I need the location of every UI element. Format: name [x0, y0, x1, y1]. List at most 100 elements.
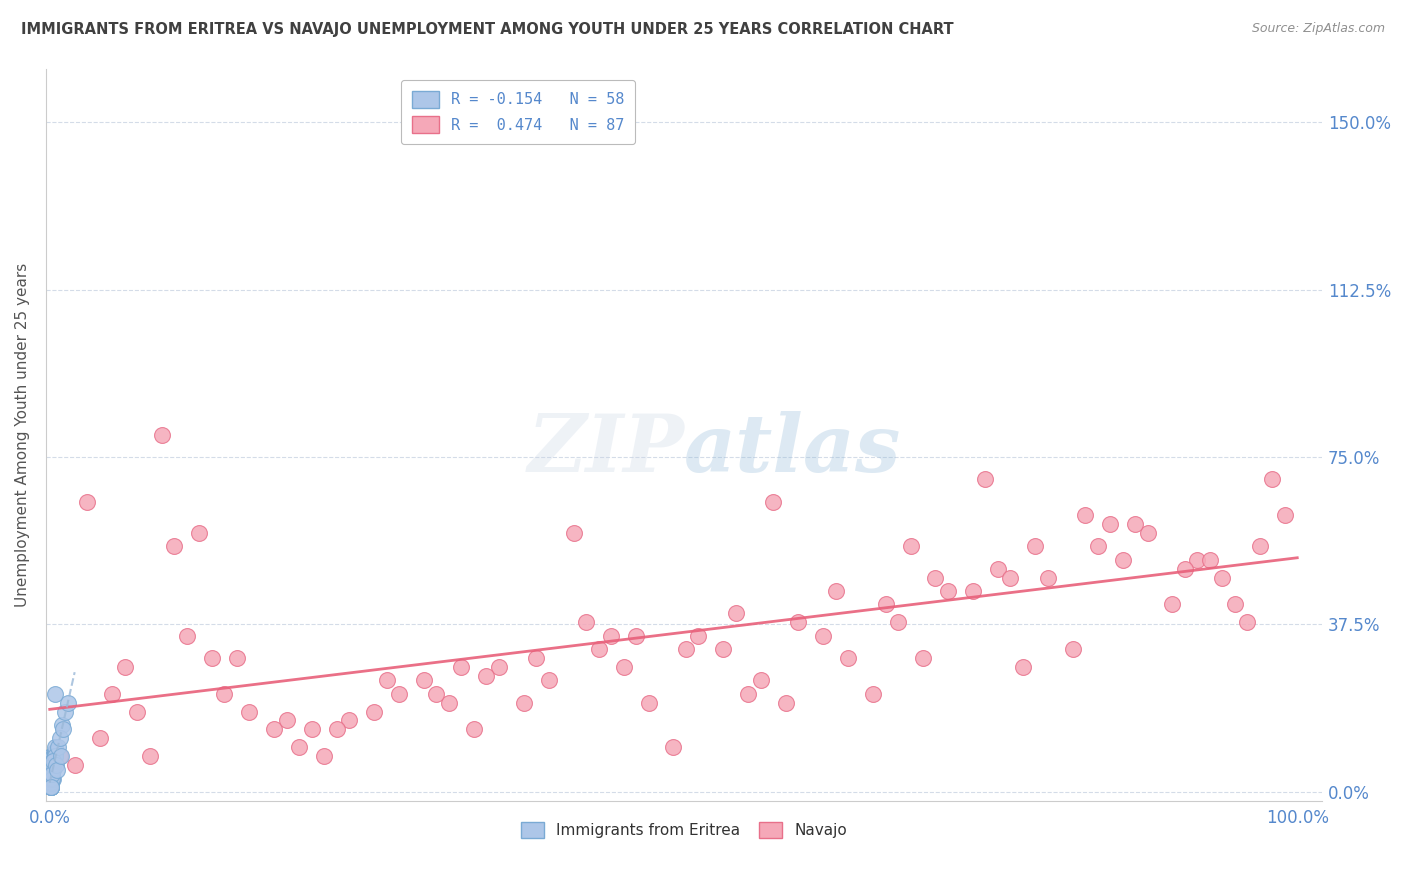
Point — [39, 776, 62, 790]
Point — [488, 660, 510, 674]
Point — [425, 687, 447, 701]
Point — [1274, 508, 1296, 522]
Point — [125, 705, 148, 719]
Point — [42, 758, 65, 772]
Point — [39, 780, 62, 795]
Point — [1249, 539, 1271, 553]
Point — [875, 598, 897, 612]
Point — [1123, 516, 1146, 531]
Point — [1211, 571, 1233, 585]
Point — [76, 494, 98, 508]
Point — [1099, 516, 1122, 531]
Point — [42, 749, 65, 764]
Point — [1187, 553, 1209, 567]
Point — [42, 754, 65, 768]
Point — [837, 651, 859, 665]
Point — [201, 651, 224, 665]
Point — [337, 714, 360, 728]
Point — [662, 740, 685, 755]
Point — [911, 651, 934, 665]
Legend: Immigrants from Eritrea, Navajo: Immigrants from Eritrea, Navajo — [515, 816, 853, 845]
Point — [1161, 598, 1184, 612]
Point — [42, 772, 65, 786]
Point — [39, 780, 62, 795]
Point — [44, 687, 66, 701]
Point — [39, 776, 62, 790]
Point — [613, 660, 636, 674]
Point — [1011, 660, 1033, 674]
Point — [44, 745, 66, 759]
Point — [41, 767, 63, 781]
Point — [176, 629, 198, 643]
Point — [42, 754, 65, 768]
Point — [45, 758, 67, 772]
Point — [42, 754, 65, 768]
Y-axis label: Unemployment Among Youth under 25 years: Unemployment Among Youth under 25 years — [15, 262, 30, 607]
Point — [637, 696, 659, 710]
Point — [41, 763, 63, 777]
Point — [1087, 539, 1109, 553]
Point — [437, 696, 460, 710]
Point — [52, 723, 75, 737]
Point — [624, 629, 647, 643]
Point — [39, 767, 62, 781]
Point — [39, 772, 62, 786]
Point — [49, 749, 72, 764]
Point — [89, 731, 111, 746]
Point — [44, 749, 66, 764]
Point — [775, 696, 797, 710]
Point — [787, 615, 810, 630]
Point — [39, 776, 62, 790]
Point — [375, 673, 398, 688]
Point — [974, 472, 997, 486]
Point — [1236, 615, 1258, 630]
Point — [575, 615, 598, 630]
Point — [39, 780, 62, 795]
Point — [63, 758, 86, 772]
Point — [537, 673, 560, 688]
Point — [1111, 553, 1133, 567]
Point — [513, 696, 536, 710]
Point — [42, 758, 65, 772]
Point — [114, 660, 136, 674]
Point — [824, 584, 846, 599]
Point — [724, 607, 747, 621]
Point — [41, 767, 63, 781]
Point — [463, 723, 485, 737]
Point — [600, 629, 623, 643]
Point — [39, 780, 62, 795]
Point — [263, 723, 285, 737]
Point — [41, 767, 63, 781]
Point — [588, 642, 610, 657]
Point — [42, 754, 65, 768]
Point — [41, 763, 63, 777]
Point — [44, 740, 66, 755]
Point — [58, 696, 80, 710]
Point — [39, 776, 62, 790]
Point — [276, 714, 298, 728]
Text: IMMIGRANTS FROM ERITREA VS NAVAJO UNEMPLOYMENT AMONG YOUTH UNDER 25 YEARS CORREL: IMMIGRANTS FROM ERITREA VS NAVAJO UNEMPL… — [21, 22, 953, 37]
Point — [562, 525, 585, 540]
Point — [41, 754, 63, 768]
Point — [39, 776, 62, 790]
Point — [48, 740, 70, 755]
Point — [41, 763, 63, 777]
Text: ZIP: ZIP — [527, 410, 685, 488]
Point — [288, 740, 311, 755]
Point — [1261, 472, 1284, 486]
Point — [1024, 539, 1046, 553]
Point — [1199, 553, 1222, 567]
Point — [749, 673, 772, 688]
Point — [762, 494, 785, 508]
Point — [138, 749, 160, 764]
Point — [44, 745, 66, 759]
Point — [811, 629, 834, 643]
Point — [1074, 508, 1097, 522]
Point — [39, 776, 62, 790]
Point — [363, 705, 385, 719]
Point — [450, 660, 472, 674]
Point — [150, 427, 173, 442]
Text: atlas: atlas — [685, 410, 901, 488]
Point — [41, 763, 63, 777]
Point — [101, 687, 124, 701]
